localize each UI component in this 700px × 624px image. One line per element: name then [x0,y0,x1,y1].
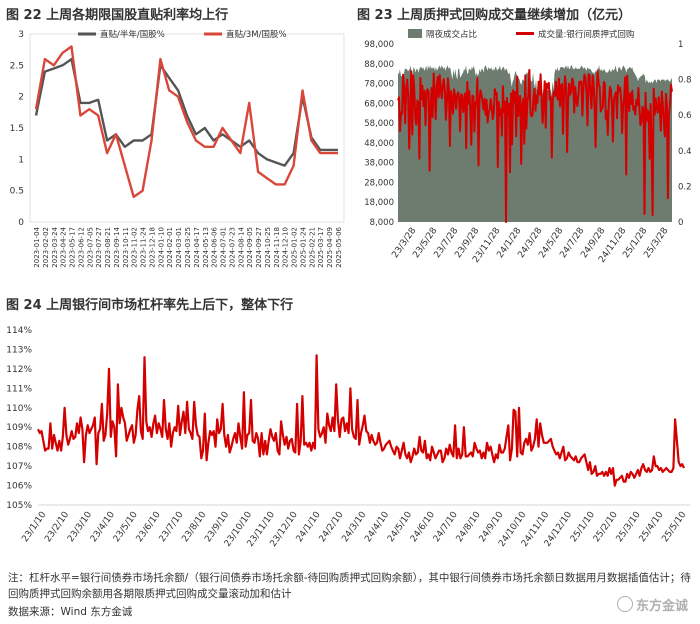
fig23-right-ytick-label: 0.6 [678,111,692,121]
fig22-ytick-label: 2 [18,93,24,103]
fig22-series-line-1 [34,45,338,199]
fig23-left-ytick-label: 38,000 [364,159,394,169]
fig22-xtick-label: 2023-07-27 [95,227,103,268]
fig22-xtick-label: 2024-01-10 [157,227,165,268]
fig23-legend-label: 成交量:银行间质押式回购 [538,29,634,40]
fig22-ytick-label: 0 [18,218,24,228]
fig22-xtick-label: 2025-03-17 [317,227,325,268]
fig23-left-ytick-label: 48,000 [364,139,394,149]
fig24-ytick-label: 109% [6,423,32,433]
fig24-ytick-label: 105% [6,501,32,511]
fig22-xtick-label: 2025-01-24 [299,226,307,267]
fig22-xtick-label: 2023-05-17 [69,227,77,268]
fig22-xtick-label: 2024-10-25 [264,227,272,268]
fig22-xtick-label: 2024-04-17 [193,227,201,268]
fig22-xtick-label: 2023-09-14 [113,226,121,267]
fig24-chart: 105% 106% 107% 108% 109% 110% 111% 112% 113% 114%… [6,326,690,549]
fig24-ytick-label: 111% [6,384,32,394]
fig22-xtick-label: 2024-09-27 [255,227,263,268]
fig22-xtick-label: 2024-03-01 [175,227,183,268]
fig22-xtick-label: 2024-03-25 [184,227,192,268]
fig22-xtick-label: 2024-11-18 [273,227,281,268]
fig22-ytick-label: 1 [18,155,24,165]
fig22-plot-frame [29,33,345,223]
fig24-leverage-line [37,354,685,487]
fig22-xtick-label: 2023-06-12 [77,227,85,268]
fig22-ytick-label: 2.5 [10,61,24,71]
fig23-right-ytick-label: 0.2 [678,182,692,192]
fig22-xtick-label: 2024-09-05 [246,227,254,268]
fig23-right-ytick-label: 0.8 [678,76,692,86]
fig22-xtick-label: 2023-02-02 [42,227,50,268]
fig22-legend-label: 直贴/3M/国股% [226,29,287,40]
fig23-title: 图 23 上周质押式回购成交量继续增加（亿元） [357,8,632,23]
fig22-xtick-label: 2023-07-05 [86,227,94,268]
fig22-xtick-label: 2024-05-13 [202,227,210,268]
fig22-xtick-label: 2025-04-09 [326,227,334,268]
fig23-right-ytick-label: 1 [678,40,683,50]
brand-text: 东方金诚 [635,599,688,614]
fig23-legend-label: 隔夜成交占比 [426,29,477,40]
fig23-legend-swatch [408,29,422,38]
fig23-left-ytick-label: 68,000 [364,99,394,109]
fig23-left-ytick-label: 98,000 [364,40,394,50]
fig23-left-ytick-label: 8,000 [370,218,394,228]
fig22-xtick-label: 2023-04-24 [60,226,68,267]
fig24-title: 图 24 上周银行间市场杠杆率先上后下，整体下行 [6,298,294,313]
fig22-xtick-label: 2023-11-02 [131,227,139,268]
fig22-series-line-0 [34,57,338,167]
fig23-left-ytick-label: 88,000 [364,60,394,70]
fig24-ytick-label: 107% [6,462,32,472]
brand-logo-icon [616,596,633,612]
data-source: 数据来源：Wind 东方金诚 [8,606,133,618]
fig22-xtick-label: 2023-12-18 [148,227,156,268]
fig23-right-ytick-label: 0.4 [678,147,692,157]
brand-watermark: 东方金诚 [616,595,688,614]
fig22-xtick-label: 2025-02-21 [308,227,316,268]
fig23-left-ytick-label: 58,000 [364,119,394,129]
fig22-chart: 0 0.5 1 1.5 2 2.5 3 2023-01-04 2023-02-02 2023-03… [10,29,345,268]
fig22-xtick-label: 2024-08-14 [237,226,245,267]
fig22-title: 图 22 上周各期限国股直贴利率均上行 [6,8,229,23]
fig22-xtick-label: 2025-01-02 [291,227,299,268]
fig22-xtick-label: 2024-06-06 [211,226,219,267]
fig23-repo-line [397,68,673,223]
fig22-ytick-label: 1.5 [10,124,24,134]
footnote: 注：杠杆水平=银行间债券市场托余额/（银行间债券市场托余额-待回购质押式回购余额… [8,572,691,600]
fig24-ytick-label: 108% [6,443,32,453]
fig23-left-ytick-label: 18,000 [364,198,394,208]
fig22-xtick-label: 2024-07-01 [220,227,228,268]
fig22-xtick-label: 2024-12-10 [282,227,290,268]
fig24-xtick-label: 25/5/10 [660,510,688,544]
fig23-left-ytick-label: 78,000 [364,80,394,90]
fig22-xtick-label: 2024-02-01 [166,227,174,268]
fig24-ytick-label: 113% [6,345,32,355]
fig22-xtick-label: 2023-10-11 [122,227,130,268]
fig23-right-ytick-label: 0 [678,218,683,228]
fig22-xtick-label: 2024-07-23 [228,227,236,268]
fig23-left-ytick-label: 28,000 [364,178,394,188]
fig22-xtick-label: 2023-08-21 [104,227,112,268]
fig24-ytick-label: 114% [6,326,32,336]
fig22-ytick-label: 3 [18,30,24,40]
fig22-xtick-label: 2023-03-24 [51,226,59,267]
fig22-ytick-label: 0.5 [10,187,24,197]
fig22-legend-label: 直贴/半年/国股% [100,29,165,40]
fig24-ytick-label: 110% [6,404,32,414]
fig24-ytick-label: 106% [6,482,32,492]
fig24-ytick-label: 112% [6,365,32,375]
fig23-chart: 8,000 18,000 28,000 38,000 48,000 58,000 68,00… [364,29,692,265]
fig22-xtick-label: 2025-05-06 [335,226,343,267]
fig22-xtick-label: 2023-01-04 [33,226,41,267]
fig22-xtick-label: 2023-11-24 [140,226,148,267]
